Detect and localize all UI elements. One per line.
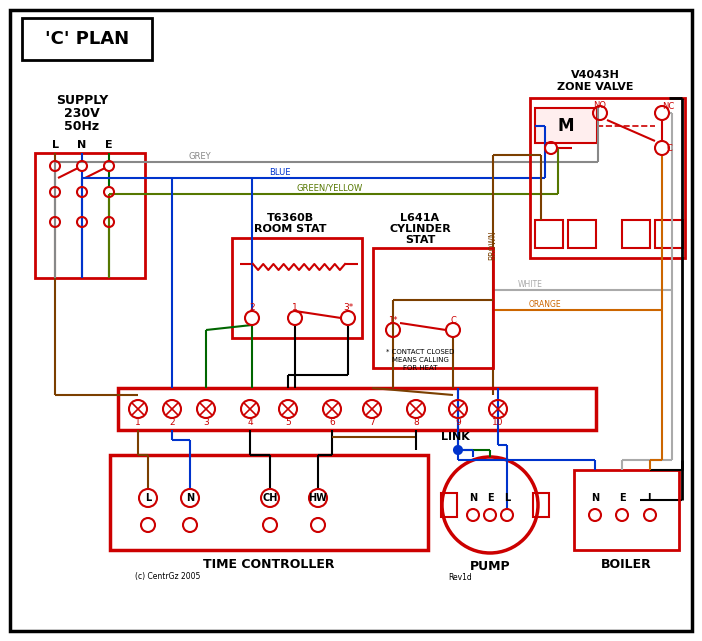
Text: C: C — [666, 144, 672, 153]
Text: 1*: 1* — [388, 315, 398, 324]
Text: 1: 1 — [135, 417, 141, 426]
Bar — [535, 108, 597, 143]
Text: 4: 4 — [247, 417, 253, 426]
Text: NO: NO — [593, 101, 607, 110]
Text: * CONTACT CLOSED: * CONTACT CLOSED — [386, 349, 454, 355]
Text: Rev1d: Rev1d — [448, 572, 472, 581]
Text: 8: 8 — [413, 417, 419, 426]
Text: L: L — [647, 493, 653, 503]
Text: 3*: 3* — [343, 303, 353, 312]
Text: 7: 7 — [369, 417, 375, 426]
Text: MEANS CALLING: MEANS CALLING — [392, 357, 449, 363]
Text: T6360B: T6360B — [267, 213, 314, 223]
Text: E: E — [105, 140, 113, 150]
Text: PUMP: PUMP — [470, 560, 510, 574]
Bar — [441, 493, 457, 517]
Text: ROOM STAT: ROOM STAT — [253, 224, 326, 234]
Text: 2: 2 — [169, 417, 175, 426]
Text: 10: 10 — [492, 417, 504, 426]
Text: 3: 3 — [203, 417, 209, 426]
Text: FOR HEAT: FOR HEAT — [403, 365, 437, 371]
Text: L: L — [504, 493, 510, 503]
Bar — [118, 388, 596, 430]
Text: L641A: L641A — [400, 213, 439, 223]
Text: CYLINDER: CYLINDER — [389, 224, 451, 234]
Text: 1: 1 — [292, 303, 298, 312]
Text: 2: 2 — [249, 303, 255, 312]
Bar — [622, 220, 650, 248]
Text: BOILER: BOILER — [601, 558, 651, 572]
Text: N: N — [77, 140, 86, 150]
Text: TIME CONTROLLER: TIME CONTROLLER — [204, 558, 335, 572]
Bar — [35, 153, 145, 278]
Text: V4043H: V4043H — [571, 70, 619, 80]
Text: BROWN: BROWN — [488, 230, 497, 260]
Text: M: M — [558, 117, 574, 135]
Bar — [232, 238, 362, 338]
Text: ORANGE: ORANGE — [529, 299, 562, 308]
Text: N: N — [469, 493, 477, 503]
Text: NC: NC — [662, 101, 674, 110]
Text: WHITE: WHITE — [517, 279, 543, 288]
Bar — [574, 470, 679, 550]
Bar — [535, 220, 563, 248]
Text: N: N — [591, 493, 599, 503]
Text: 6: 6 — [329, 417, 335, 426]
Text: HW: HW — [309, 493, 327, 503]
Text: N: N — [186, 493, 194, 503]
Text: GREY: GREY — [189, 151, 211, 160]
Text: SUPPLY: SUPPLY — [56, 94, 108, 106]
Text: GREEN/YELLOW: GREEN/YELLOW — [297, 183, 363, 192]
Text: 50Hz: 50Hz — [65, 119, 100, 133]
Text: STAT: STAT — [405, 235, 435, 245]
Bar — [373, 248, 493, 368]
Text: BLUE: BLUE — [270, 167, 291, 176]
Text: E: E — [618, 493, 625, 503]
Bar — [530, 98, 685, 258]
Text: 9: 9 — [455, 417, 461, 426]
Text: 230V: 230V — [64, 106, 100, 119]
Text: CH: CH — [263, 493, 278, 503]
Text: E: E — [486, 493, 494, 503]
Text: ZONE VALVE: ZONE VALVE — [557, 82, 633, 92]
Bar — [110, 455, 428, 550]
Bar — [655, 220, 683, 248]
Text: 'C' PLAN: 'C' PLAN — [45, 30, 129, 48]
Circle shape — [454, 446, 462, 454]
Bar — [533, 493, 549, 517]
Text: C: C — [450, 315, 456, 324]
Bar — [568, 220, 596, 248]
Text: L: L — [51, 140, 58, 150]
Text: L: L — [145, 493, 151, 503]
Bar — [22, 18, 152, 60]
Text: LINK: LINK — [441, 432, 470, 442]
Text: 5: 5 — [285, 417, 291, 426]
Text: (c) CentrGz 2005: (c) CentrGz 2005 — [135, 572, 201, 581]
